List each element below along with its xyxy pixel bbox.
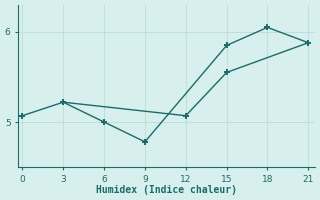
- X-axis label: Humidex (Indice chaleur): Humidex (Indice chaleur): [96, 185, 237, 195]
